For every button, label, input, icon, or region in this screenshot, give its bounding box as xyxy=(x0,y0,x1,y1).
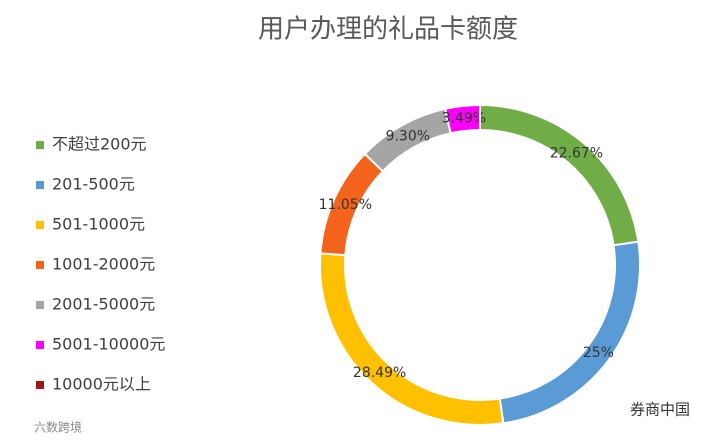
legend-swatch xyxy=(36,261,44,269)
donut-segment xyxy=(479,103,640,247)
data-label: 22.67% xyxy=(550,145,603,161)
data-label: 25% xyxy=(583,345,614,361)
legend-label: 501-1000元 xyxy=(52,215,145,234)
data-label: 9.30% xyxy=(386,128,430,144)
data-label: 11.05% xyxy=(319,197,372,213)
data-label: 28.49% xyxy=(353,365,406,381)
legend-swatch xyxy=(36,181,44,189)
legend-swatch xyxy=(36,341,44,349)
legend-label: 5001-10000元 xyxy=(52,335,165,354)
legend-swatch xyxy=(36,141,44,149)
legend-swatch xyxy=(36,381,44,389)
footer-right: 券商中国 xyxy=(630,401,690,419)
donut-segment xyxy=(498,240,641,425)
footer-left: 六数跨境 xyxy=(34,420,82,435)
legend-label: 10000元以上 xyxy=(52,375,151,394)
legend-label: 2001-5000元 xyxy=(52,295,155,314)
legend-label: 不超过200元 xyxy=(52,135,147,154)
legend-swatch xyxy=(36,221,44,229)
chart-title: 用户办理的礼品卡额度 xyxy=(258,15,518,45)
donut-segment xyxy=(319,252,505,426)
legend-label: 201-500元 xyxy=(52,175,135,194)
data-label: 3.49% xyxy=(442,110,486,126)
legend-label: 1001-2000元 xyxy=(52,255,155,274)
legend-swatch xyxy=(36,301,44,309)
